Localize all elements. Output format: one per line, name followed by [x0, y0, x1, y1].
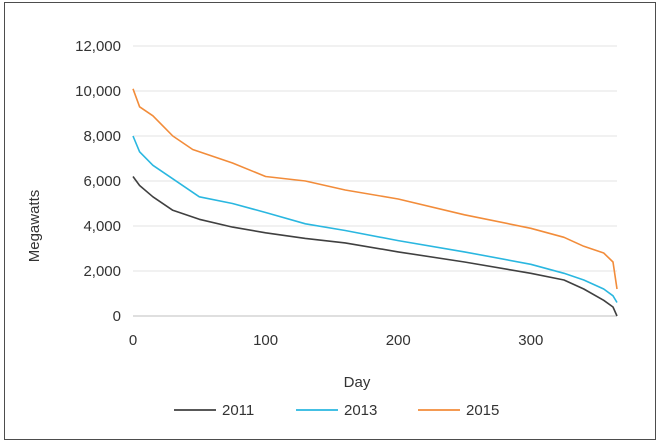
y-tick-label: 0 [113, 308, 121, 325]
x-tick-label: 0 [129, 332, 137, 349]
x-tick-labels: 0 100 200 300 [129, 332, 543, 349]
legend-label: 2015 [466, 402, 499, 419]
y-tick-label: 6,000 [83, 173, 121, 190]
legend-item-2013: 2013 [296, 402, 377, 419]
grid-layer [133, 45, 617, 317]
x-tick-label: 200 [386, 332, 411, 349]
legend: 2011 2013 2015 [174, 402, 499, 419]
x-tick-label: 100 [253, 332, 278, 349]
y-axis-label: Megawatts [26, 190, 43, 263]
legend-item-2011: 2011 [174, 402, 254, 419]
y-tick-label: 2,000 [83, 263, 121, 280]
y-tick-label: 8,000 [83, 128, 121, 145]
legend-item-2015: 2015 [418, 402, 499, 419]
chart-frame: 0 2,000 4,000 6,000 8,000 10,000 12,000 0 100 20… [4, 2, 656, 440]
y-tick-label: 10,000 [75, 83, 121, 100]
line-chart: 0 2,000 4,000 6,000 8,000 10,000 12,000 0 100 20… [26, 38, 618, 419]
x-axis-label: Day [344, 374, 371, 391]
series-layer [132, 88, 618, 317]
legend-label: 2013 [344, 402, 377, 419]
y-tick-labels: 0 2,000 4,000 6,000 8,000 10,000 12,000 [75, 38, 121, 325]
y-tick-label: 4,000 [83, 218, 121, 235]
legend-label: 2011 [222, 402, 254, 419]
series-line-2011 [132, 176, 618, 317]
series-line-2013 [132, 135, 618, 303]
series-line-2015 [132, 88, 618, 290]
y-tick-label: 12,000 [75, 38, 121, 55]
x-tick-label: 300 [518, 332, 543, 349]
